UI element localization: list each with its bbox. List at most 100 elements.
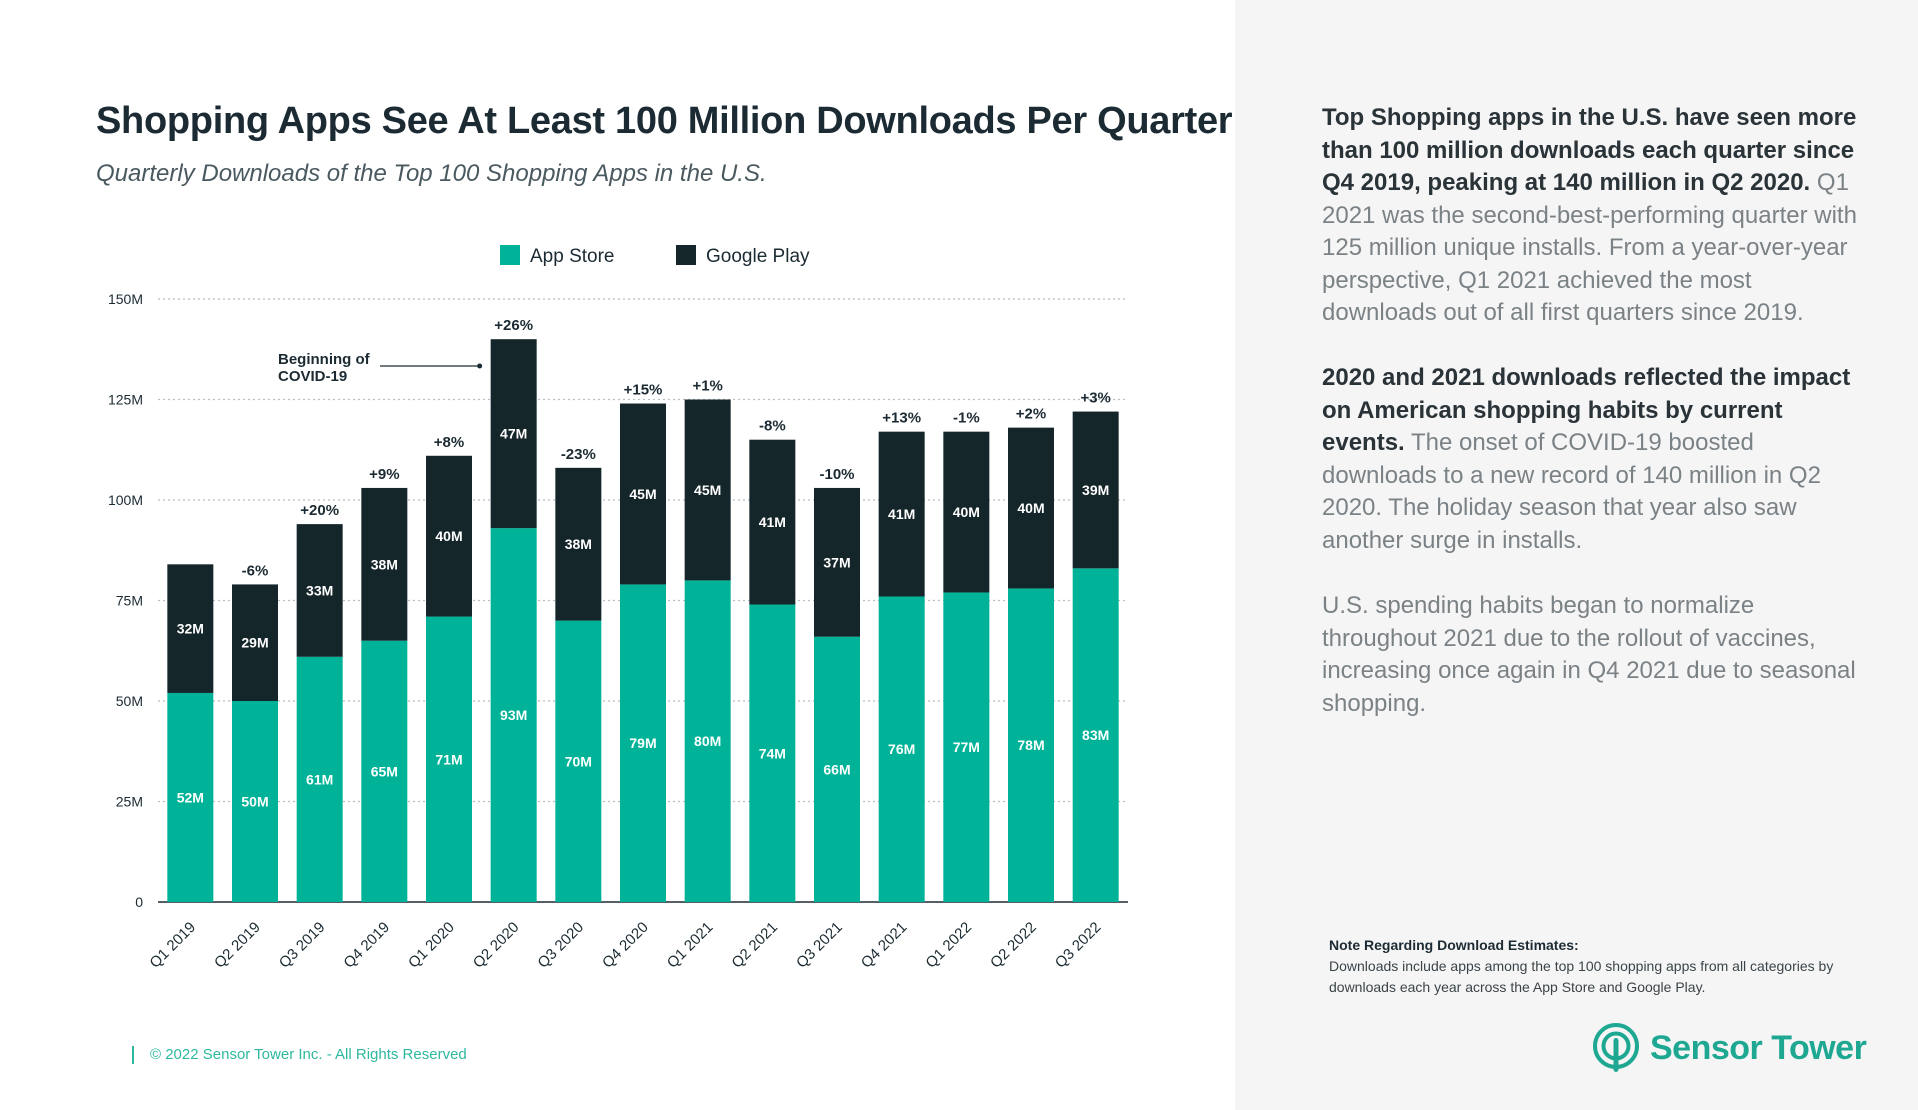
x-tick-label: Q3 2020: [534, 919, 587, 972]
data-label-app-store: 79M: [629, 735, 656, 751]
y-tick-label: 25M: [116, 794, 143, 810]
change-label: +13%: [882, 410, 921, 427]
data-label-google-play: 38M: [565, 536, 592, 552]
change-label: +1%: [692, 378, 722, 395]
y-tick-label: 150M: [108, 291, 143, 307]
sensor-tower-logo: Sensor Tower: [1592, 1022, 1867, 1074]
change-label: -23%: [561, 446, 596, 463]
data-label-google-play: 40M: [1017, 500, 1044, 516]
bar-google-play: [878, 431, 925, 597]
data-label-app-store: 52M: [177, 789, 204, 805]
change-label: -8%: [759, 418, 786, 435]
data-label-app-store: 66M: [823, 761, 850, 777]
data-label-app-store: 93M: [500, 707, 527, 723]
bar-app-store: [814, 636, 860, 902]
x-tick-label: Q1 2020: [405, 919, 458, 972]
bar-google-play: [684, 399, 731, 581]
data-label-google-play: 45M: [629, 486, 656, 502]
bar-app-store: [684, 580, 731, 902]
x-tick-label: Q3 2019: [276, 919, 329, 972]
sidebar-panel: [1235, 0, 1918, 1110]
bar-app-store: [555, 620, 602, 902]
y-axis: 0 25M 50M 75M 100M 125M 150M: [108, 291, 143, 910]
bar-google-play: [1008, 427, 1054, 589]
bar-google-play: [167, 564, 214, 693]
sidebar-paragraph-2-bold: 2020 and 2021 downloads reflected the im…: [1322, 364, 1851, 456]
copyright-footer: © 2022 Sensor Tower Inc. - All Rights Re…: [150, 1046, 467, 1063]
sidebar-paragraph-2: 2020 and 2021 downloads reflected the im…: [1322, 362, 1862, 557]
bar-google-play: [749, 439, 796, 605]
bar-google-play: [426, 455, 472, 617]
y-tick-label: 75M: [116, 593, 143, 609]
sidebar-paragraph-2-rest: The onset of COVID-19 boosted downloads …: [1322, 429, 1821, 554]
y-tick-label: 125M: [108, 392, 143, 408]
footer-divider: [132, 1046, 134, 1064]
bar-app-store: [426, 616, 472, 902]
chart-panel: Shopping Apps See At Least 100 Million D…: [96, 100, 1233, 1064]
bar-google-play: [361, 487, 408, 641]
bar-google-play: [943, 431, 990, 593]
x-tick-label: Q3 2021: [793, 919, 846, 972]
annotation-dot: [477, 363, 483, 369]
stacked-bar-chart: App Store Google Play 0 25M 50M 75M 100M 125M 1…: [108, 245, 1128, 972]
annotation-line-2: COVID-19: [278, 368, 347, 385]
note-body: Downloads include apps among the top 100…: [1329, 958, 1834, 995]
data-label-google-play: 38M: [371, 556, 398, 572]
x-tick-label: Q2 2021: [728, 919, 781, 972]
data-label-app-store: 70M: [565, 753, 592, 769]
change-label: +20%: [300, 502, 339, 519]
x-tick-label: Q2 2020: [470, 919, 523, 972]
x-tick-label: Q1 2022: [922, 919, 975, 972]
download-estimates-note: Note Regarding Download Estimates: Downl…: [1329, 935, 1869, 998]
data-label-app-store: 50M: [241, 794, 268, 810]
data-label-google-play: 41M: [759, 514, 786, 530]
change-label: -10%: [819, 466, 854, 483]
x-tick-label: Q1 2021: [664, 919, 717, 972]
change-label: -6%: [242, 562, 269, 579]
legend-swatch-app-store: [500, 245, 520, 265]
bar-google-play: [620, 403, 666, 585]
bar-app-store: [943, 592, 990, 902]
bar-app-store: [878, 596, 925, 902]
y-tick-label: 0: [135, 894, 143, 910]
bar-google-play: [296, 524, 343, 657]
data-label-app-store: 71M: [435, 751, 462, 767]
data-label-google-play: 29M: [241, 635, 268, 651]
data-label-google-play: 47M: [500, 426, 527, 442]
annotation-line-1: Beginning of: [278, 351, 371, 368]
change-label: +3%: [1080, 390, 1110, 407]
change-label: +8%: [434, 434, 464, 451]
change-label: +2%: [1016, 406, 1046, 423]
legend-swatch-google-play: [676, 245, 696, 265]
bar-app-store: [1008, 588, 1054, 902]
change-label: -1%: [953, 410, 980, 427]
bar-google-play: [232, 584, 278, 701]
y-tick-label: 100M: [108, 492, 143, 508]
bar-app-store: [749, 604, 796, 902]
change-label: +26%: [494, 317, 533, 334]
note-title: Note Regarding Download Estimates:: [1329, 937, 1579, 953]
data-label-google-play: 40M: [435, 528, 462, 544]
y-tick-label: 50M: [116, 693, 143, 709]
sidebar-paragraph-1: Top Shopping apps in the U.S. have seen …: [1322, 102, 1862, 330]
data-label-google-play: 41M: [888, 506, 915, 522]
data-label-app-store: 80M: [694, 733, 721, 749]
bar-app-store: [1072, 568, 1119, 902]
bar-google-play: [814, 487, 860, 637]
x-axis: Q1 2019 Q2 2019 Q3 2019 Q4 2019 Q1 2020 Q2 20…: [146, 919, 1104, 972]
data-label-app-store: 61M: [306, 771, 333, 787]
data-label-app-store: 76M: [888, 741, 915, 757]
change-label: +9%: [369, 466, 399, 483]
x-tick-label: Q4 2021: [858, 919, 911, 972]
page-subtitle: Quarterly Downloads of the Top 100 Shopp…: [96, 160, 767, 187]
data-label-google-play: 37M: [823, 554, 850, 570]
bar-app-store: [167, 692, 214, 902]
x-tick-label: Q3 2022: [1052, 919, 1105, 972]
bar-app-store: [620, 584, 666, 902]
page-title: Shopping Apps See At Least 100 Million D…: [96, 100, 1233, 142]
bar-google-play: [490, 339, 537, 529]
bar-app-store: [232, 701, 278, 902]
data-label-app-store: 83M: [1082, 727, 1109, 743]
legend-label-app-store: App Store: [530, 246, 615, 267]
